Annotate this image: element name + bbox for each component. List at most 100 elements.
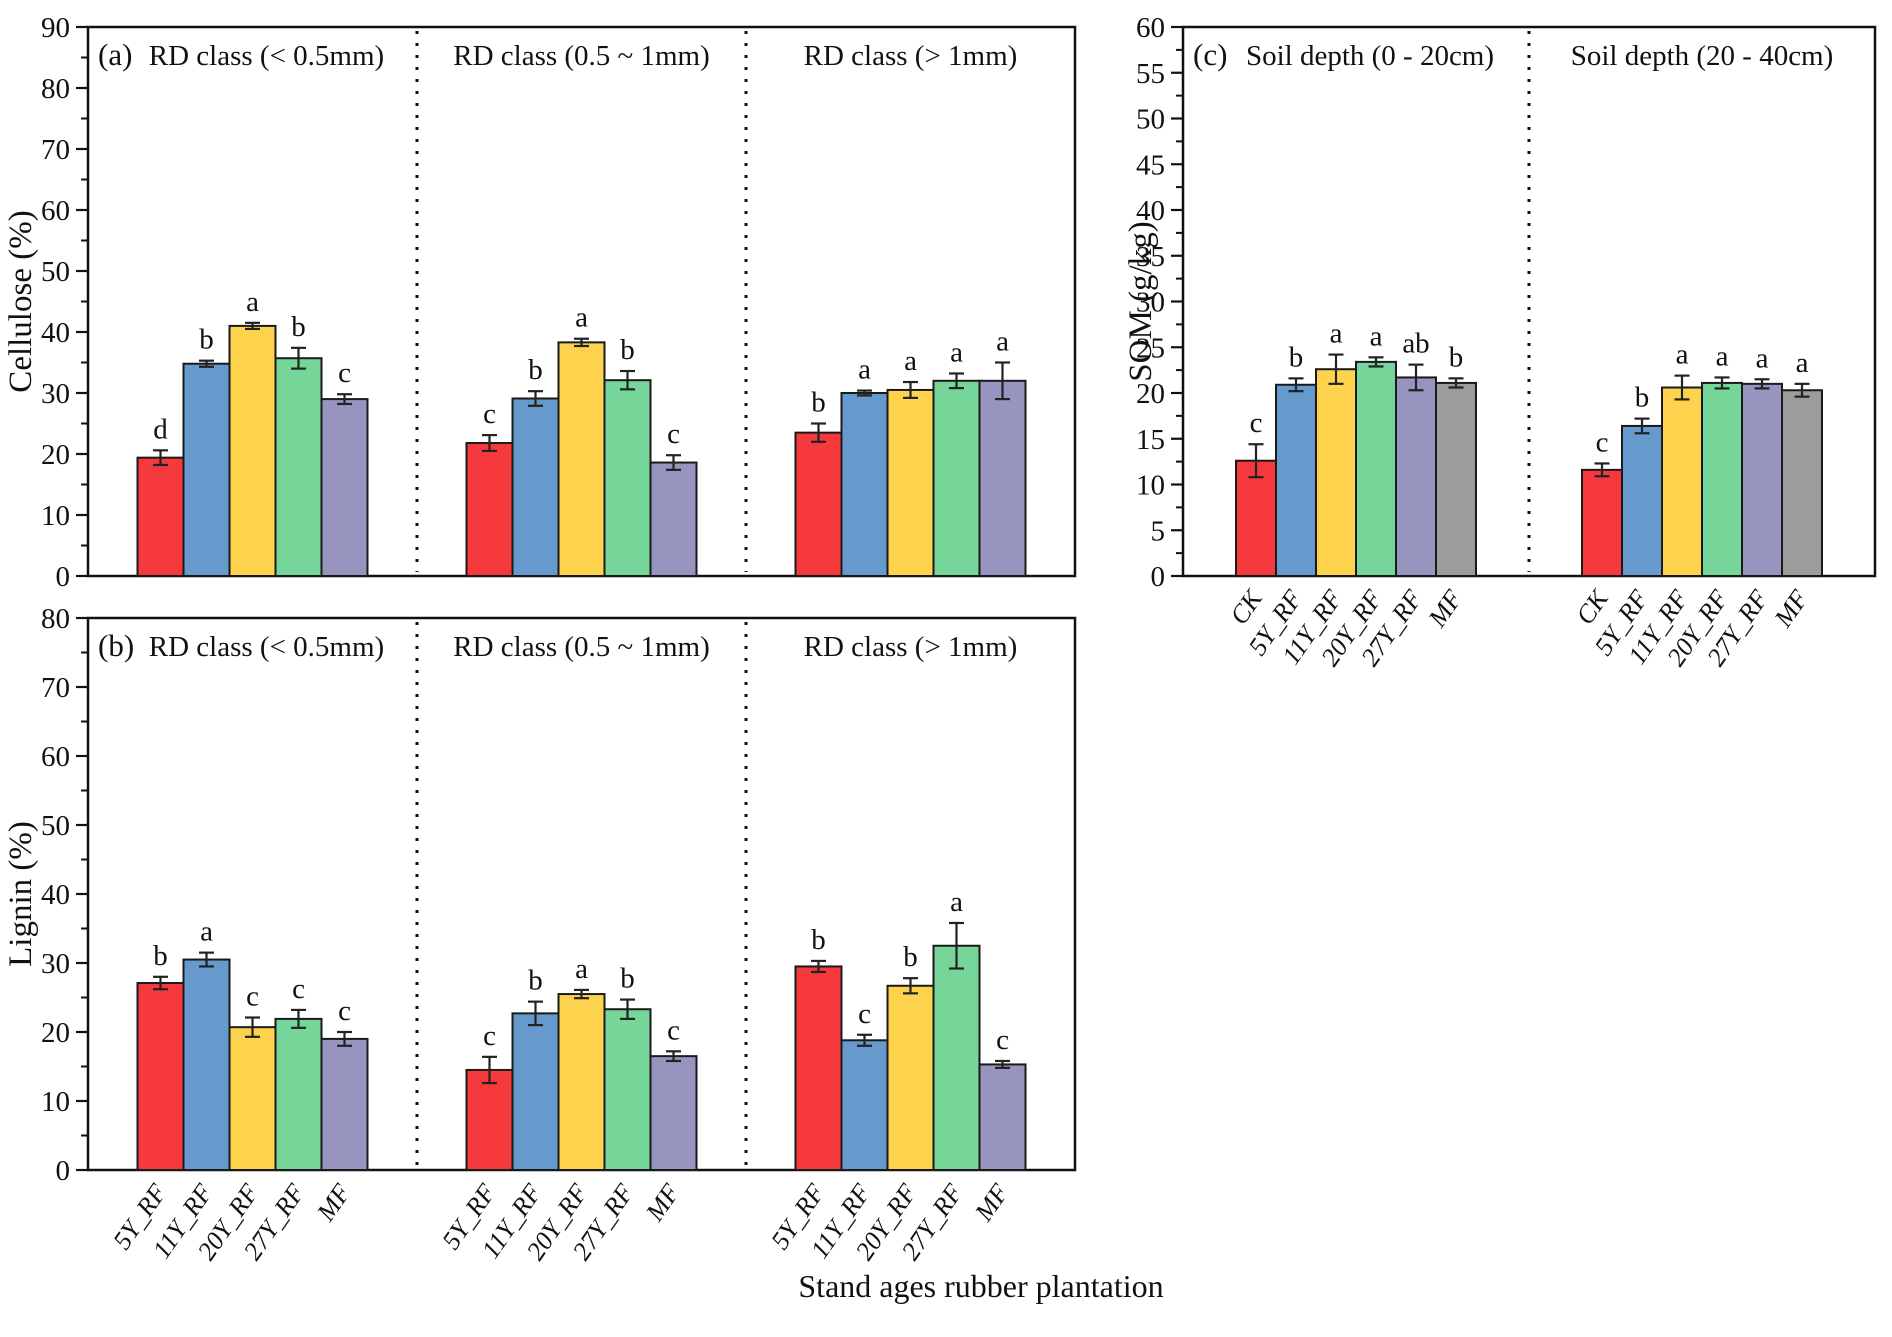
bar-27Y_RF	[932, 379, 981, 577]
bar-CK	[1235, 459, 1277, 577]
bar-11Y_RF	[511, 397, 560, 577]
y-tick-label: 10	[41, 1086, 70, 1118]
sig-letter: a	[1716, 340, 1729, 372]
bar-MF	[320, 398, 369, 577]
sig-letter: b	[620, 963, 635, 995]
sig-letter: a	[1370, 320, 1383, 352]
sig-letter: c	[246, 981, 259, 1013]
sig-letter: c	[1596, 426, 1609, 458]
section-title: Soil depth (20 - 40cm)	[1571, 40, 1834, 72]
y-tick-label: 30	[41, 948, 70, 980]
y-tick-label: 25	[1136, 332, 1165, 364]
sig-letter: a	[904, 345, 917, 377]
sig-letter: a	[950, 886, 963, 918]
x-category-label: MF	[640, 1178, 687, 1227]
y-tick-label: 80	[41, 603, 70, 635]
y-tick-label: 0	[1151, 561, 1166, 593]
sig-letter: b	[1449, 341, 1464, 373]
y-tick-label: 90	[41, 12, 70, 44]
bar-20Y_RF	[228, 1026, 277, 1172]
sig-letter: b	[620, 334, 635, 366]
bar-20Y_RF	[1701, 381, 1743, 577]
sig-letter: c	[996, 1024, 1009, 1056]
sig-letter: b	[811, 924, 826, 956]
bar-20Y_RF	[557, 341, 606, 577]
y-tick-label: 35	[1136, 241, 1165, 273]
bar-27Y_RF	[932, 944, 981, 1171]
bar-11Y_RF	[182, 958, 231, 1171]
bar-5Y_RF	[794, 965, 843, 1172]
bar-MF	[1781, 389, 1823, 577]
y-tick-label: 40	[41, 879, 70, 911]
sig-letter: c	[483, 398, 496, 430]
section-title: RD class (0.5 ~ 1mm)	[453, 40, 710, 72]
sig-letter: a	[246, 286, 259, 318]
bar-20Y_RF	[557, 993, 606, 1171]
sig-letter: d	[153, 413, 168, 445]
y-tick-label: 40	[1136, 195, 1165, 227]
panel-label: (a)	[98, 37, 132, 72]
sig-letter: b	[528, 965, 543, 997]
bar-MF	[320, 1037, 369, 1172]
y-axis-title: Lignin (%)	[3, 821, 39, 967]
bar-5Y_RF	[465, 442, 514, 577]
x-category-label: MF	[1422, 584, 1469, 633]
sig-letter: b	[199, 324, 214, 356]
bar-5Y_RF	[465, 1068, 514, 1171]
section-title: RD class (< 0.5mm)	[149, 631, 384, 663]
y-tick-label: 50	[41, 256, 70, 288]
sig-letter: a	[996, 326, 1009, 358]
y-tick-label: 0	[56, 561, 71, 593]
bar-MF	[649, 1055, 698, 1172]
sig-letter: b	[291, 311, 306, 343]
y-axis-title: Cellulose (%)	[3, 210, 39, 392]
sig-letter: a	[1676, 339, 1689, 371]
x-axis-title: Stand ages rubber plantation	[798, 1268, 1164, 1304]
bar-20Y_RF	[886, 388, 935, 578]
bar-5Y_RF	[794, 431, 843, 577]
bar-27Y_RF	[603, 1008, 652, 1171]
section-title: RD class (> 1mm)	[804, 40, 1018, 72]
bar-MF	[649, 461, 698, 578]
sig-letter: ab	[1402, 328, 1429, 360]
panel-label: (c)	[1193, 37, 1227, 72]
bar-20Y_RF	[1355, 360, 1397, 578]
y-axis-title: SOM (g/kg)	[1123, 221, 1159, 381]
sig-letter: a	[1796, 347, 1809, 379]
sig-letter: a	[1330, 318, 1343, 350]
sig-letter: c	[338, 357, 351, 389]
section-title: RD class (< 0.5mm)	[149, 40, 384, 72]
sig-letter: c	[858, 998, 871, 1030]
y-tick-label: 50	[1136, 104, 1165, 136]
sig-letter: b	[153, 940, 168, 972]
y-tick-label: 70	[41, 672, 70, 704]
y-tick-label: 5	[1151, 515, 1166, 547]
y-tick-label: 10	[1136, 470, 1165, 502]
bar-27Y_RF	[603, 379, 652, 577]
y-tick-label: 20	[1136, 378, 1165, 410]
sig-letter: c	[1250, 407, 1263, 439]
section-title: Soil depth (0 - 20cm)	[1246, 40, 1494, 72]
sig-letter: b	[811, 387, 826, 419]
bar-5Y_RF	[136, 982, 185, 1172]
sig-letter: a	[950, 336, 963, 368]
bar-11Y_RF	[511, 1012, 560, 1171]
sig-letter: a	[1756, 342, 1769, 374]
bar-27Y_RF	[274, 357, 323, 578]
bar-11Y_RF	[1315, 368, 1357, 577]
sig-letter: b	[903, 941, 918, 973]
x-category-label: MF	[969, 1178, 1016, 1227]
bar-20Y_RF	[228, 324, 277, 577]
section-title: RD class (> 1mm)	[804, 631, 1018, 663]
bar-11Y_RF	[1661, 386, 1703, 578]
bar-11Y_RF	[840, 392, 889, 577]
y-tick-label: 30	[41, 378, 70, 410]
bar-MF	[978, 379, 1027, 577]
sig-letter: a	[575, 302, 588, 334]
sig-letter: a	[200, 916, 213, 948]
y-tick-label: 60	[41, 741, 70, 773]
sig-letter: b	[1289, 341, 1304, 373]
sig-letter: b	[528, 354, 543, 386]
y-tick-label: 70	[41, 134, 70, 166]
